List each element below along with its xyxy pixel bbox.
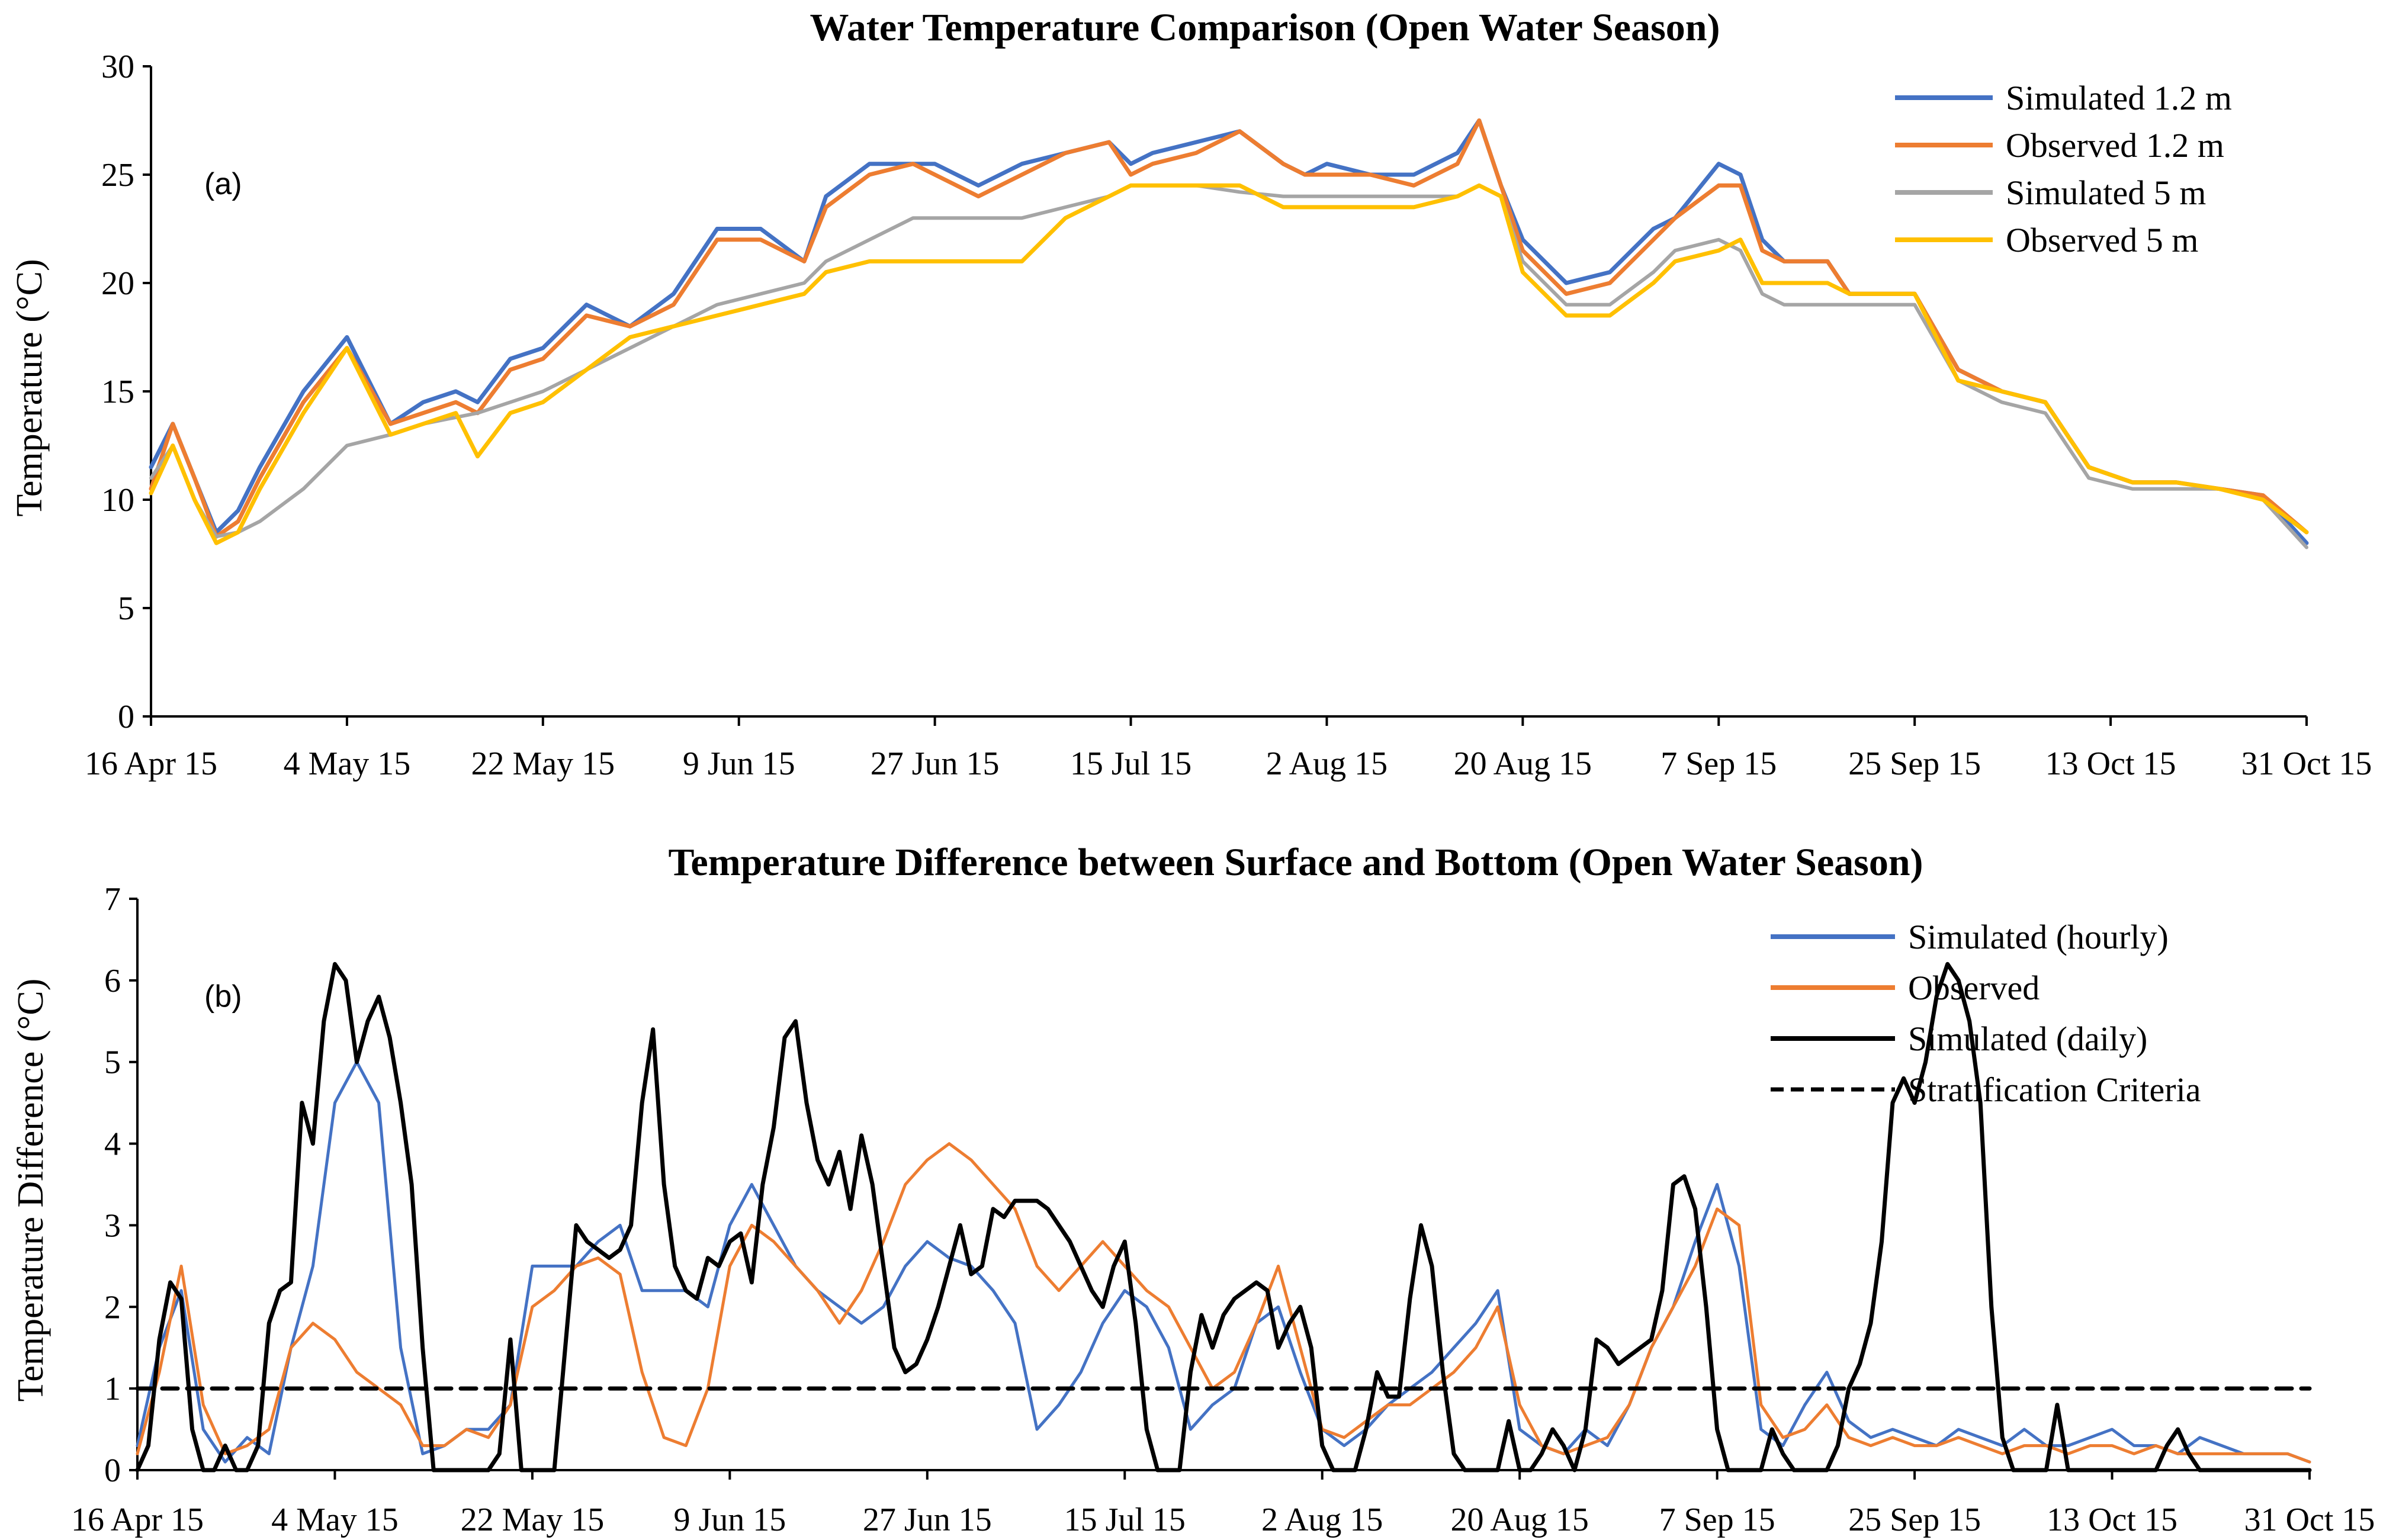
x-tick-label: 9 Jun 15 [673,1502,786,1538]
x-tick-label: 7 Sep 15 [1659,1502,1775,1538]
panel-b-label: (b) [204,979,242,1014]
panel-a-series [149,118,2309,549]
x-tick-label: 25 Sep 15 [1848,745,1981,782]
series-line-observed-1-2-m [149,118,2309,539]
x-tick-label: 27 Jun 15 [863,1502,992,1538]
panel-a-ylabel: Temperature (°C) [9,259,50,516]
y-tick-label: 25 [101,157,134,194]
series-line-simulated-daily [135,962,2312,1473]
x-tick-label: 16 Apr 15 [85,745,217,782]
legend-label: Simulated 1.2 m [2006,79,2232,117]
y-tick-label: 5 [118,590,134,627]
x-tick-label: 7 Sep 15 [1661,745,1777,782]
x-tick-label: 27 Jun 15 [871,745,1000,782]
panel-a-legend: Simulated 1.2 m Observed 1.2 m Simulated 5… [1895,79,2232,259]
y-tick-label: 30 [101,49,134,85]
x-tick-label: 4 May 15 [271,1502,399,1538]
x-tick-label: 31 Oct 15 [2241,745,2372,782]
series-line-simulated-hourly [136,1060,2311,1464]
panel-a-label: (a) [204,167,242,201]
y-tick-label: 10 [101,482,134,519]
panel-b-title: Temperature Difference between Surface a… [668,841,1923,884]
y-tick-label: 20 [101,265,134,302]
series-line-observed [136,1142,2311,1464]
panel-a-axes: 0 5 10 15 20 25 30 16 Apr 15 4 May 15 22 May 15 9 … [85,49,2372,782]
y-tick-label: 6 [104,963,121,999]
y-tick-label: 0 [104,1452,121,1489]
x-tick-label: 13 Oct 15 [2045,745,2176,782]
x-tick-label: 2 Aug 15 [1261,1502,1383,1538]
legend-label: Simulated 5 m [2006,173,2206,212]
legend-label: Observed 5 m [2006,221,2198,259]
series-line-observed-5-m [149,183,2309,545]
y-tick-label: 3 [104,1207,121,1244]
panel-b: Temperature Difference between Surface a… [11,841,2375,1538]
x-tick-label: 20 Aug 15 [1454,745,1592,782]
legend-label: Simulated (hourly) [1908,918,2169,956]
x-tick-label: 31 Oct 15 [2244,1502,2375,1538]
x-tick-label: 13 Oct 15 [2047,1502,2177,1538]
y-tick-label: 7 [104,881,121,918]
legend-label: Simulated (daily) [1908,1020,2147,1058]
y-tick-label: 0 [118,699,134,735]
panel-a-title: Water Temperature Comparison (Open Water… [810,6,1720,49]
legend-label: Observed [1908,969,2040,1007]
x-tick-label: 2 Aug 15 [1266,745,1388,782]
x-tick-label: 22 May 15 [461,1502,605,1538]
panel-b-series [135,962,2312,1473]
x-tick-label: 22 May 15 [471,745,615,782]
x-tick-label: 9 Jun 15 [683,745,795,782]
panel-b-axes: 0 1 2 3 4 5 6 7 16 Apr 15 4 May 15 22 May 15 9 Jun … [71,881,2375,1538]
x-tick-label: 16 Apr 15 [71,1502,204,1538]
x-tick-label: 15 Jul 15 [1064,1502,1186,1538]
x-tick-label: 15 Jul 15 [1070,745,1191,782]
x-tick-label: 25 Sep 15 [1848,1502,1981,1538]
series-line-simulated-5-m [149,184,2308,549]
panel-b-ylabel: Temperature Difference (°C) [11,979,51,1402]
legend-label: Observed 1.2 m [2006,126,2224,165]
y-tick-label: 15 [101,374,134,410]
y-tick-label: 1 [104,1371,121,1407]
x-tick-label: 20 Aug 15 [1451,1502,1589,1538]
legend-label: Stratification Criteria [1908,1070,2201,1109]
panel-b-legend: Simulated (hourly) Observed Simulated (dai… [1771,918,2201,1109]
y-tick-label: 2 [104,1289,121,1326]
panel-a: Water Temperature Comparison (Open Water… [9,6,2372,782]
y-tick-label: 4 [104,1126,121,1163]
y-tick-label: 5 [104,1044,121,1081]
x-tick-label: 4 May 15 [284,745,411,782]
